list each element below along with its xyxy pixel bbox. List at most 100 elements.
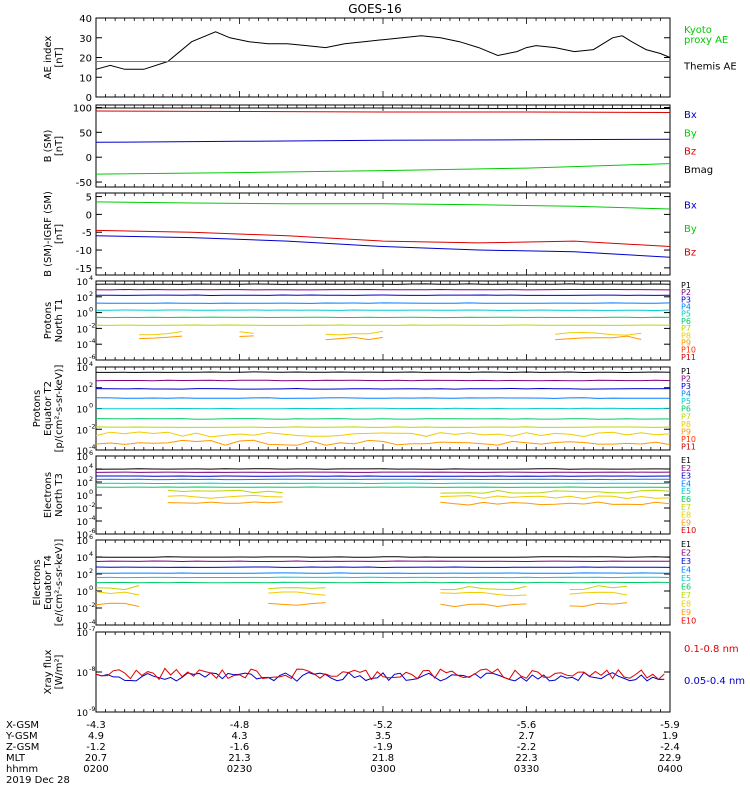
legend-entry: proxy AE	[684, 35, 728, 46]
channel-label: P10	[681, 435, 696, 444]
y-axis-label: Protons	[43, 302, 54, 339]
series-line	[95, 31, 671, 70]
y-tick-exponent: -2	[89, 601, 95, 609]
channel-flux-line	[440, 585, 527, 591]
y-tick-exponent: 0	[89, 584, 93, 592]
series-line	[95, 138, 671, 143]
ephemeris-row-label: MLT	[6, 753, 26, 764]
ephemeris-value: 21.8	[372, 753, 394, 764]
panel-xray: Xray flux [W/m²]10-710-810 -90.1-0.8 nm0.0…	[43, 625, 745, 719]
ephemeris-value: 0330	[514, 764, 539, 775]
channel-label: E4	[681, 479, 691, 488]
ephemeris-value: 4.3	[232, 731, 248, 742]
ephemeris-value: -1.6	[230, 742, 250, 753]
channel-flux-line	[95, 602, 140, 607]
channel-flux-line	[268, 602, 326, 606]
y-tick-label: 10	[77, 406, 89, 416]
channel-label: P9	[681, 338, 691, 347]
series-line	[95, 163, 671, 175]
y-axis-label: [nT]	[54, 224, 65, 244]
y-tick-label: 10	[77, 364, 89, 374]
channel-label: E9	[681, 608, 691, 617]
legend-entry: 0.1-0.8 nm	[684, 644, 739, 655]
channel-label: E1	[681, 540, 691, 549]
y-tick-label: 10	[77, 453, 89, 463]
channel-label: E7	[681, 591, 691, 600]
plot-title: GOES-16	[348, 2, 402, 16]
legend-entry: Bmag	[684, 165, 713, 176]
channel-label: E3	[681, 557, 691, 566]
y-axis-label: [e/(cm²-s-sr-keV)]	[54, 539, 65, 627]
y-axis-label: Electrons	[32, 559, 43, 605]
channel-flux-line	[96, 371, 671, 374]
ephemeris-value: 22.9	[659, 753, 681, 764]
channel-label: P8	[681, 420, 691, 429]
y-tick-label: 10	[79, 73, 92, 84]
channel-flux-line	[139, 331, 183, 336]
y-tick-exponent: 2	[89, 475, 93, 483]
ephemeris-value: -4.3	[86, 720, 106, 731]
channel-label: E8	[681, 600, 691, 609]
y-tick-label: 10	[77, 518, 89, 528]
channel-flux-line	[325, 330, 384, 336]
y-tick-exponent: 4	[89, 360, 93, 368]
ephemeris-value: 3.5	[375, 731, 391, 742]
channel-label: P11	[681, 442, 696, 451]
channel-flux-line	[268, 591, 326, 596]
y-tick-label: 100	[73, 103, 92, 114]
y-tick-exponent: 2	[89, 290, 93, 298]
channel-label: P10	[681, 346, 696, 355]
y-tick-label: 10	[77, 669, 89, 679]
y-tick-exponent: 6	[89, 533, 93, 541]
ephemeris-value: 21.3	[228, 753, 250, 764]
legend-entry: Themis AE	[683, 61, 737, 72]
panel-frame	[95, 17, 671, 98]
y-axis-label: Equator T4	[43, 555, 54, 610]
y-axis-label: Xray flux	[43, 650, 54, 695]
ephemeris-row-label: hhmm	[6, 764, 38, 775]
channel-flux-line	[96, 294, 671, 297]
channel-flux-line	[167, 494, 283, 499]
channel-label: P6	[681, 317, 691, 326]
channel-label: P4	[681, 390, 691, 399]
legend-entry: By	[684, 224, 697, 235]
channel-flux-line	[95, 387, 671, 390]
channel-flux-line	[555, 335, 642, 341]
y-tick-exponent: -6	[89, 527, 95, 535]
channel-label: E6	[681, 583, 691, 592]
channel-label: P1	[681, 281, 691, 290]
y-tick-label: 10	[77, 492, 89, 502]
channel-flux-line	[440, 591, 527, 597]
y-axis-label: Protons	[32, 390, 43, 427]
ephemeris-value: 20.7	[85, 753, 107, 764]
y-tick-exponent: -8	[89, 665, 95, 673]
channel-label: E7	[681, 503, 691, 512]
y-tick-label: 10	[77, 426, 89, 436]
y-tick-label: 10	[77, 554, 89, 564]
channel-flux-line	[95, 556, 671, 558]
y-tick-label: 10	[77, 466, 89, 476]
y-tick-exponent: 0	[89, 306, 93, 314]
channel-label: P2	[681, 375, 691, 384]
ephemeris-row-label: Z-GSM	[6, 742, 39, 753]
ephemeris-value: -1.2	[86, 742, 106, 753]
channel-flux-line	[139, 335, 183, 340]
ephemeris-value: 0200	[83, 764, 108, 775]
channel-flux-line	[95, 585, 140, 591]
series-line	[95, 235, 671, 258]
y-tick-label: 0	[86, 93, 92, 104]
y-tick-label: 0	[86, 153, 92, 164]
y-axis-label: North T1	[54, 299, 65, 343]
panel-frame	[95, 280, 671, 361]
ephemeris-value: -4.8	[230, 720, 250, 731]
y-tick-label: 10	[77, 588, 89, 598]
y-tick-exponent: -4	[89, 337, 95, 345]
ephemeris-row-label: Y-GSM	[5, 731, 38, 742]
y-axis-label: AE index	[43, 36, 54, 80]
y-tick-label: 10	[77, 622, 89, 632]
y-axis-label: [p/(cm²-s-sr-keV)]	[54, 365, 65, 453]
ephemeris-value: 0300	[370, 764, 395, 775]
channel-flux-line	[95, 418, 671, 420]
